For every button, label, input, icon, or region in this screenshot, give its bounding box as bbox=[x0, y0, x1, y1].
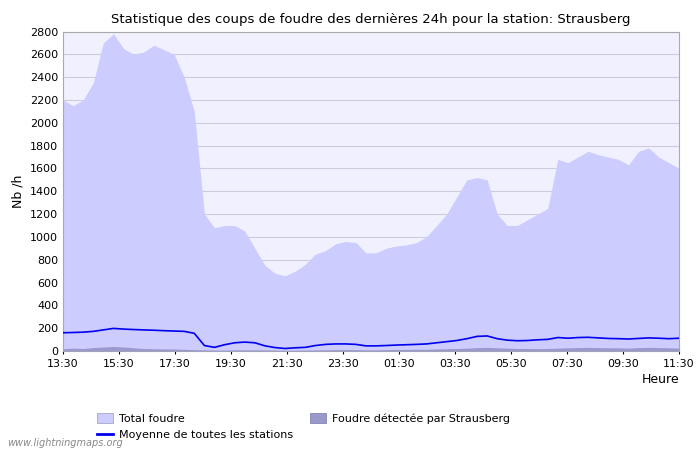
Text: www.lightningmaps.org: www.lightningmaps.org bbox=[7, 438, 122, 448]
Text: Heure: Heure bbox=[641, 374, 679, 387]
Title: Statistique des coups de foudre des dernières 24h pour la station: Strausberg: Statistique des coups de foudre des dern… bbox=[111, 13, 631, 26]
Legend: Total foudre, Moyenne de toutes les stations, Foudre détectée par Strausberg: Total foudre, Moyenne de toutes les stat… bbox=[97, 413, 510, 440]
Y-axis label: Nb /h: Nb /h bbox=[11, 175, 25, 208]
